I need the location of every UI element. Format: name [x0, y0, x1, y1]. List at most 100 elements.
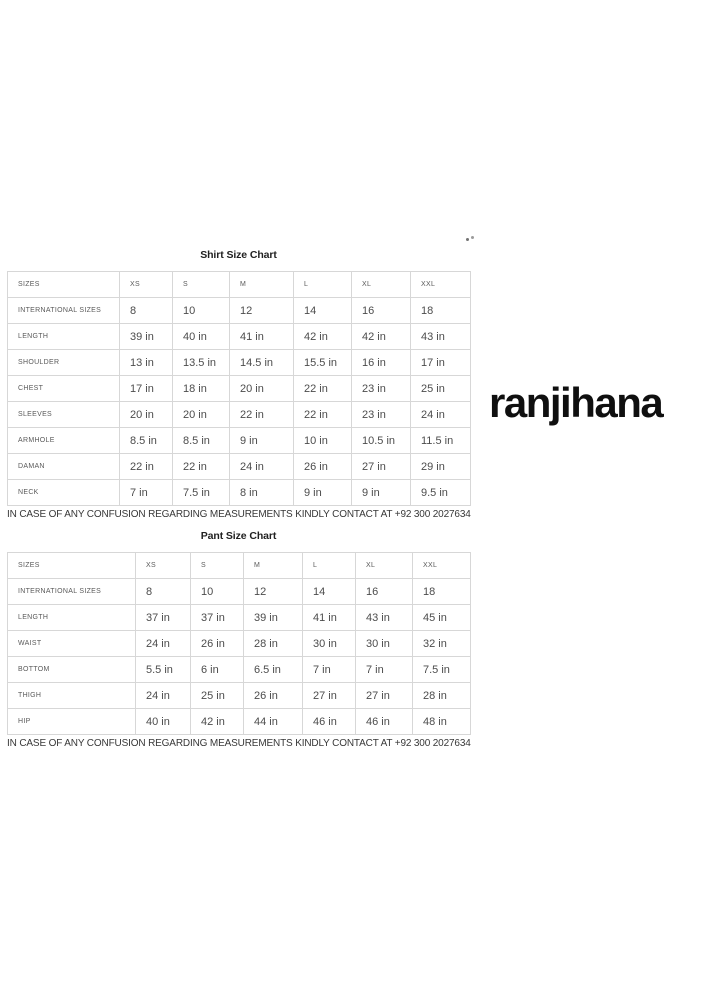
table-row: ARMHOLE 8.5 in 8.5 in 9 in 10 in 10.5 in 11.5 … — [7, 427, 471, 454]
measurement-value-cell: 10 — [190, 578, 244, 605]
measurement-value-cell: 26 in — [243, 682, 303, 709]
shirt-size-chart-section: Shirt Size Chart SIZES XS S M L XL XXL INTERNAT… — [7, 249, 471, 520]
measurement-value-cell: 27 in — [302, 682, 356, 709]
measurement-value-cell: 18 in — [172, 375, 230, 402]
measurement-value-cell: 24 in — [229, 453, 294, 480]
table-row: WAIST 24 in 26 in 28 in 30 in 30 in 32 in — [7, 630, 471, 657]
measurement-value-cell: 39 in — [243, 604, 303, 631]
measurement-value-cell: 24 in — [410, 401, 471, 428]
measurement-value-cell: 22 in — [293, 375, 352, 402]
size-column-header: XXL — [410, 271, 471, 298]
measurement-value-cell: 7.5 in — [172, 479, 230, 506]
measurement-value-cell: 27 in — [355, 682, 413, 709]
table-row: INTERNATIONAL SIZES 8 10 12 14 16 18 — [7, 297, 471, 324]
measurement-value-cell: 40 in — [135, 708, 191, 735]
measurement-value-cell: 40 in — [172, 323, 230, 350]
size-column-header: M — [229, 271, 294, 298]
measurement-row-label: WAIST — [7, 630, 136, 657]
measurement-value-cell: 24 in — [135, 682, 191, 709]
measurement-value-cell: 30 in — [302, 630, 356, 657]
table-row: LENGTH 37 in 37 in 39 in 41 in 43 in 45 in — [7, 604, 471, 631]
measurement-value-cell: 22 in — [172, 453, 230, 480]
measurement-value-cell: 18 — [410, 297, 471, 324]
size-column-header: XL — [355, 552, 413, 579]
measurement-value-cell: 14 — [293, 297, 352, 324]
measurement-value-cell: 28 in — [412, 682, 471, 709]
measurement-row-label: SLEEVES — [7, 401, 120, 428]
measurement-value-cell: 27 in — [351, 453, 411, 480]
measurement-row-label: HIP — [7, 708, 136, 735]
table-row: CHEST 17 in 18 in 20 in 22 in 23 in 25 in — [7, 375, 471, 402]
measurement-value-cell: 23 in — [351, 401, 411, 428]
measurement-value-cell: 29 in — [410, 453, 471, 480]
measurement-value-cell: 8 in — [229, 479, 294, 506]
pant-chart-title: Pant Size Chart — [200, 530, 277, 542]
measurement-value-cell: 10.5 in — [351, 427, 411, 454]
table-row: INTERNATIONAL SIZES 8 10 12 14 16 18 — [7, 578, 471, 605]
measurement-value-cell: 5.5 in — [135, 656, 191, 683]
size-column-header: L — [293, 271, 352, 298]
table-row: LENGTH 39 in 40 in 41 in 42 in 42 in 43 in — [7, 323, 471, 350]
measurement-value-cell: 10 in — [293, 427, 352, 454]
measurement-row-label: INTERNATIONAL SIZES — [7, 578, 136, 605]
pant-size-chart-section: Pant Size Chart SIZES XS S M L XL XXL INTERNATI… — [7, 530, 471, 749]
pant-size-table: SIZES XS S M L XL XXL INTERNATIONAL SIZES 8 10 12 1… — [7, 552, 471, 735]
table-row: DAMAN 22 in 22 in 24 in 26 in 27 in 29 in — [7, 453, 471, 480]
measurement-value-cell: 7 in — [302, 656, 356, 683]
size-column-header: XS — [135, 552, 191, 579]
measurement-value-cell: 25 in — [410, 375, 471, 402]
sizes-header-cell: SIZES — [7, 552, 136, 579]
measurement-row-label: LENGTH — [7, 323, 120, 350]
table-row: SHOULDER 13 in 13.5 in 14.5 in 15.5 in 16 in 1… — [7, 349, 471, 376]
measurement-row-label: NECK — [7, 479, 120, 506]
smudge-artifact — [466, 238, 469, 241]
table-row: NECK 7 in 7.5 in 8 in 9 in 9 in 9.5 in — [7, 479, 471, 506]
measurement-row-label: LENGTH — [7, 604, 136, 631]
measurement-value-cell: 20 in — [172, 401, 230, 428]
measurement-value-cell: 13.5 in — [172, 349, 230, 376]
measurement-value-cell: 14.5 in — [229, 349, 294, 376]
measurement-row-label: DAMAN — [7, 453, 120, 480]
measurement-value-cell: 46 in — [355, 708, 413, 735]
measurement-value-cell: 16 in — [351, 349, 411, 376]
size-column-header: S — [190, 552, 244, 579]
measurement-value-cell: 42 in — [293, 323, 352, 350]
size-table-header-row: SIZES XS S M L XL XXL — [7, 271, 471, 298]
shirt-chart-title: Shirt Size Chart — [200, 249, 277, 261]
measurement-value-cell: 12 — [229, 297, 294, 324]
measurement-value-cell: 30 in — [355, 630, 413, 657]
measurement-value-cell: 18 — [412, 578, 471, 605]
measurement-value-cell: 37 in — [135, 604, 191, 631]
measurement-value-cell: 28 in — [243, 630, 303, 657]
measurement-value-cell: 11.5 in — [410, 427, 471, 454]
measurement-row-label: INTERNATIONAL SIZES — [7, 297, 120, 324]
pant-chart-footnote: IN CASE OF ANY CONFUSION REGARDING MEASU… — [7, 738, 471, 749]
measurement-value-cell: 26 in — [293, 453, 352, 480]
measurement-value-cell: 7 in — [119, 479, 173, 506]
measurement-value-cell: 39 in — [119, 323, 173, 350]
measurement-value-cell: 46 in — [302, 708, 356, 735]
measurement-value-cell: 16 — [351, 297, 411, 324]
table-row: THIGH 24 in 25 in 26 in 27 in 27 in 28 in — [7, 682, 471, 709]
measurement-value-cell: 8 — [119, 297, 173, 324]
measurement-value-cell: 22 in — [229, 401, 294, 428]
brand-logo-text: ranjihana — [489, 379, 664, 426]
shirt-size-table: SIZES XS S M L XL XXL INTERNATIONAL SIZES 8 10 12 1… — [7, 271, 471, 506]
size-column-header: XXL — [412, 552, 471, 579]
measurement-value-cell: 41 in — [302, 604, 356, 631]
measurement-value-cell: 42 in — [351, 323, 411, 350]
measurement-value-cell: 17 in — [410, 349, 471, 376]
measurement-row-label: SHOULDER — [7, 349, 120, 376]
measurement-value-cell: 8.5 in — [172, 427, 230, 454]
measurement-value-cell: 10 — [172, 297, 230, 324]
size-column-header: M — [243, 552, 303, 579]
measurement-value-cell: 8.5 in — [119, 427, 173, 454]
measurement-value-cell: 37 in — [190, 604, 244, 631]
measurement-value-cell: 7 in — [355, 656, 413, 683]
measurement-value-cell: 42 in — [190, 708, 244, 735]
measurement-row-label: BOTTOM — [7, 656, 136, 683]
measurement-value-cell: 24 in — [135, 630, 191, 657]
size-table-header-row: SIZES XS S M L XL XXL — [7, 552, 471, 579]
measurement-value-cell: 20 in — [119, 401, 173, 428]
measurement-value-cell: 14 — [302, 578, 356, 605]
